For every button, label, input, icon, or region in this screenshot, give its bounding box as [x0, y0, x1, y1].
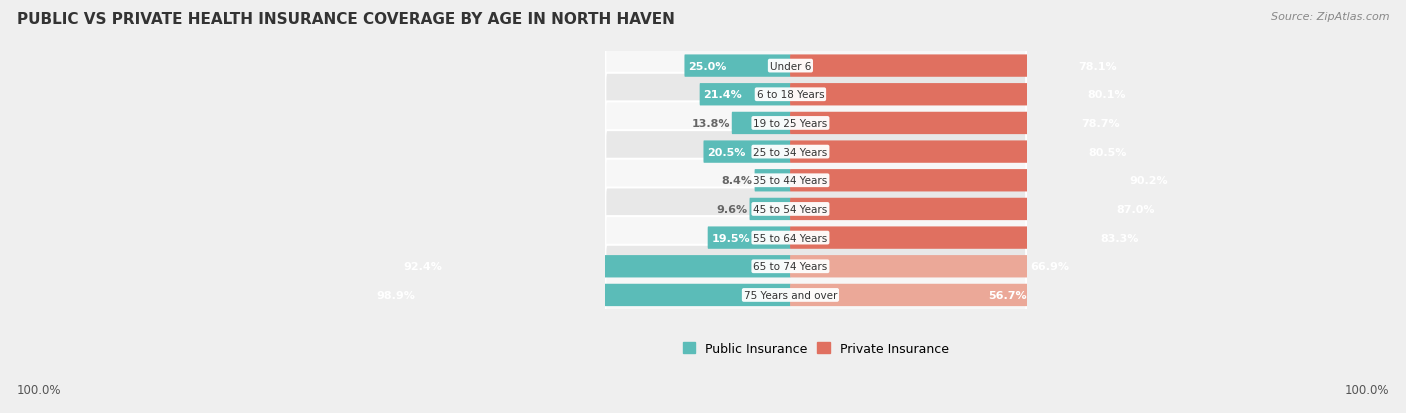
Text: 80.5%: 80.5%	[1088, 147, 1128, 157]
Text: 98.9%: 98.9%	[375, 290, 415, 300]
FancyBboxPatch shape	[606, 216, 1026, 259]
Text: 55 to 64 Years: 55 to 64 Years	[754, 233, 828, 243]
FancyBboxPatch shape	[606, 274, 1026, 317]
Text: 20.5%: 20.5%	[707, 147, 745, 157]
Text: Source: ZipAtlas.com: Source: ZipAtlas.com	[1271, 12, 1389, 22]
Text: 83.3%: 83.3%	[1101, 233, 1139, 243]
FancyBboxPatch shape	[606, 131, 1026, 174]
Text: 19 to 25 Years: 19 to 25 Years	[754, 119, 828, 128]
FancyBboxPatch shape	[790, 170, 1173, 192]
Text: 90.2%: 90.2%	[1129, 176, 1168, 186]
FancyBboxPatch shape	[790, 55, 1121, 78]
Text: 25 to 34 Years: 25 to 34 Years	[754, 147, 828, 157]
FancyBboxPatch shape	[731, 112, 790, 135]
Text: PUBLIC VS PRIVATE HEALTH INSURANCE COVERAGE BY AGE IN NORTH HAVEN: PUBLIC VS PRIVATE HEALTH INSURANCE COVER…	[17, 12, 675, 27]
FancyBboxPatch shape	[790, 198, 1159, 221]
Text: 80.1%: 80.1%	[1087, 90, 1126, 100]
Text: 75 Years and over: 75 Years and over	[744, 290, 837, 300]
FancyBboxPatch shape	[399, 256, 790, 278]
Text: 66.9%: 66.9%	[1031, 262, 1070, 272]
Legend: Public Insurance, Private Insurance: Public Insurance, Private Insurance	[678, 337, 953, 360]
FancyBboxPatch shape	[749, 198, 790, 221]
FancyBboxPatch shape	[707, 227, 790, 249]
Text: 25.0%: 25.0%	[688, 62, 727, 71]
FancyBboxPatch shape	[703, 141, 790, 164]
FancyBboxPatch shape	[790, 284, 1031, 306]
FancyBboxPatch shape	[790, 227, 1143, 249]
FancyBboxPatch shape	[606, 74, 1026, 116]
FancyBboxPatch shape	[685, 55, 790, 78]
FancyBboxPatch shape	[700, 84, 790, 106]
FancyBboxPatch shape	[790, 256, 1073, 278]
FancyBboxPatch shape	[606, 159, 1026, 202]
FancyBboxPatch shape	[790, 112, 1123, 135]
FancyBboxPatch shape	[790, 84, 1129, 106]
Text: 6 to 18 Years: 6 to 18 Years	[756, 90, 824, 100]
FancyBboxPatch shape	[790, 141, 1130, 164]
FancyBboxPatch shape	[606, 188, 1026, 231]
FancyBboxPatch shape	[606, 245, 1026, 288]
FancyBboxPatch shape	[373, 284, 790, 306]
FancyBboxPatch shape	[755, 170, 790, 192]
Text: 92.4%: 92.4%	[404, 262, 443, 272]
FancyBboxPatch shape	[606, 102, 1026, 145]
Text: 35 to 44 Years: 35 to 44 Years	[754, 176, 828, 186]
Text: 56.7%: 56.7%	[988, 290, 1026, 300]
FancyBboxPatch shape	[606, 45, 1026, 88]
Text: 65 to 74 Years: 65 to 74 Years	[754, 262, 828, 272]
Text: 100.0%: 100.0%	[17, 384, 62, 396]
Text: 45 to 54 Years: 45 to 54 Years	[754, 204, 828, 214]
Text: 78.7%: 78.7%	[1081, 119, 1119, 128]
Text: 21.4%: 21.4%	[703, 90, 742, 100]
Text: 19.5%: 19.5%	[711, 233, 749, 243]
Text: 78.1%: 78.1%	[1078, 62, 1116, 71]
Text: 100.0%: 100.0%	[1344, 384, 1389, 396]
Text: 9.6%: 9.6%	[717, 204, 748, 214]
Text: Under 6: Under 6	[769, 62, 811, 71]
Text: 87.0%: 87.0%	[1116, 204, 1154, 214]
Text: 13.8%: 13.8%	[692, 119, 730, 128]
Text: 8.4%: 8.4%	[721, 176, 752, 186]
